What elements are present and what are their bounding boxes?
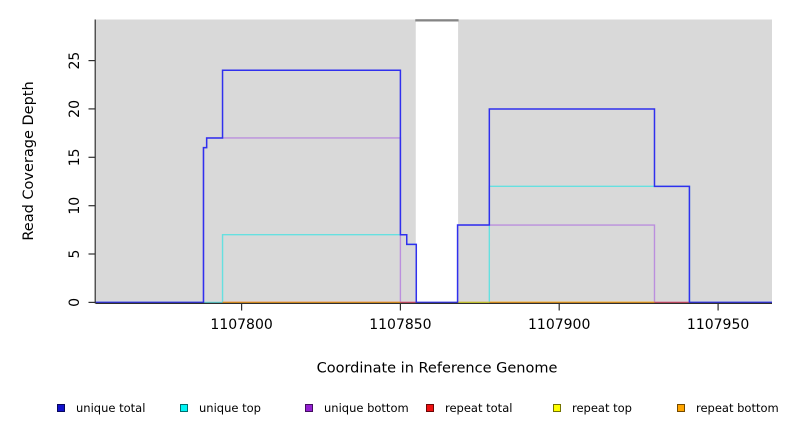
unique-bottom-swatch-icon	[305, 404, 313, 412]
y-tick-label: 5	[67, 250, 83, 259]
y-tick-label: 10	[67, 197, 83, 215]
gap-band-top-bar	[415, 19, 459, 22]
y-tick-label: 15	[67, 148, 83, 166]
legend-label: unique top	[199, 401, 261, 415]
legend-item-repeat-top: repeat top	[553, 402, 632, 415]
y-tick-label: 0	[67, 298, 83, 307]
legend-item-repeat-bottom: repeat bottom	[677, 402, 779, 415]
series-layer	[95, 19, 772, 304]
unique-top-swatch-icon	[180, 404, 188, 412]
legend-label: repeat top	[572, 401, 632, 415]
legend: unique total unique top unique bottom re…	[0, 402, 792, 426]
x-tick-label: 1107800	[210, 317, 272, 333]
legend-item-repeat-total: repeat total	[426, 402, 512, 415]
legend-label: unique bottom	[324, 401, 409, 415]
legend-item-unique-bottom: unique bottom	[305, 402, 409, 415]
repeat-total-swatch-icon	[426, 404, 434, 412]
legend-item-unique-total: unique total	[57, 402, 145, 415]
unique-total-swatch-icon	[57, 404, 65, 412]
legend-item-unique-top: unique top	[180, 402, 261, 415]
repeat-bottom-swatch-icon	[677, 404, 685, 412]
legend-label: repeat total	[445, 401, 513, 415]
coverage-gap-band	[415, 20, 459, 303]
y-tick-label: 20	[67, 100, 83, 118]
y-axis-title: Read Coverage Depth	[21, 81, 37, 240]
legend-label: unique total	[76, 401, 146, 415]
repeat-top-swatch-icon	[553, 404, 561, 412]
x-tick-label: 1107950	[687, 317, 749, 333]
x-axis-title: Coordinate in Reference Genome	[317, 361, 558, 377]
chart-canvas: 1107800 1107850 1107900 1107950 0 5 10 1…	[21, 19, 772, 377]
x-tick-label: 1107900	[528, 317, 590, 333]
x-tick-label: 1107850	[369, 317, 431, 333]
legend-label: repeat bottom	[696, 401, 779, 415]
y-tick-label: 25	[67, 52, 83, 70]
axes-lines	[88, 19, 772, 311]
series-line-unique-total	[95, 69, 772, 304]
